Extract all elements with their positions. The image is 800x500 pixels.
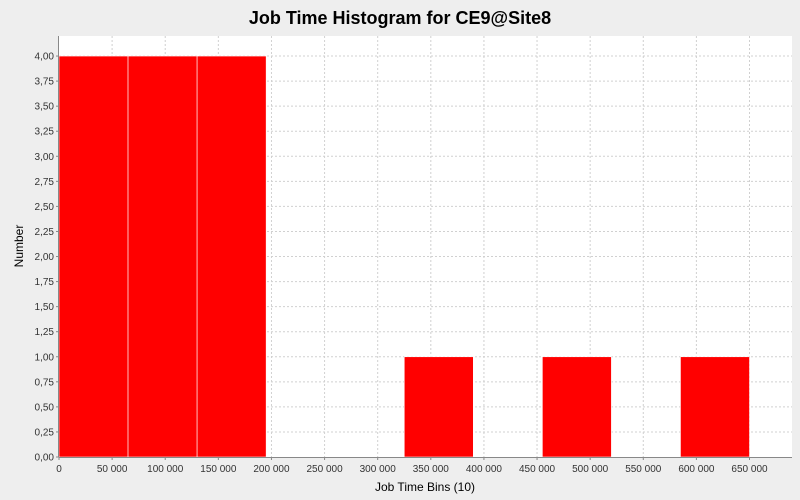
y-tick-label: 0,75	[35, 377, 55, 388]
x-tick-label: 350 000	[413, 464, 450, 475]
histogram-bars	[58, 55, 750, 458]
histogram-bar	[542, 356, 612, 458]
histogram-bar	[196, 55, 267, 458]
y-tick-label: 2,50	[35, 202, 55, 213]
histogram-bar	[403, 356, 474, 458]
x-tick-label: 600 000	[678, 464, 715, 475]
x-tick-label: 250 000	[307, 464, 344, 475]
y-tick-label: 0,50	[35, 402, 55, 413]
histogram-bar	[680, 356, 750, 458]
histogram-bar	[127, 55, 198, 458]
x-axis-ticks: 0 50 000 100 000 150 000 200 000 250 000 300 0…	[56, 457, 768, 475]
x-tick-label: 300 000	[360, 464, 397, 475]
y-axis-ticks: 0,00 0,25 0,50 0,75 1,00 1,25 1,50 1,75 2,00 2,25…	[35, 52, 59, 464]
y-tick-label: 2,25	[35, 227, 55, 238]
y-axis-label: Number	[12, 225, 26, 268]
y-tick-label: 3,25	[35, 127, 55, 138]
x-tick-label: 100 000	[147, 464, 184, 475]
y-tick-label: 0,00	[35, 453, 55, 464]
y-tick-label: 4,00	[35, 52, 55, 63]
x-tick-label: 200 000	[253, 464, 290, 475]
y-tick-label: 2,00	[35, 252, 55, 263]
y-tick-label: 3,50	[35, 102, 55, 113]
y-tick-label: 1,25	[35, 327, 55, 338]
x-tick-label: 650 000	[731, 464, 768, 475]
x-tick-label: 0	[56, 464, 62, 475]
x-tick-label: 150 000	[200, 464, 237, 475]
y-tick-label: 1,75	[35, 277, 55, 288]
y-tick-label: 2,75	[35, 177, 55, 188]
x-tick-label: 50 000	[97, 464, 128, 475]
chart-title: Job Time Histogram for CE9@Site8	[249, 8, 551, 28]
x-tick-label: 500 000	[572, 464, 609, 475]
histogram-bar	[58, 55, 129, 458]
x-tick-label: 400 000	[466, 464, 503, 475]
y-tick-label: 1,00	[35, 352, 55, 363]
x-tick-label: 450 000	[519, 464, 556, 475]
y-tick-label: 1,50	[35, 302, 55, 313]
y-tick-label: 0,25	[35, 427, 55, 438]
x-axis-label: Job Time Bins (10)	[375, 480, 475, 494]
y-tick-label: 3,75	[35, 77, 55, 88]
x-tick-label: 550 000	[625, 464, 662, 475]
y-tick-label: 3,00	[35, 152, 55, 163]
